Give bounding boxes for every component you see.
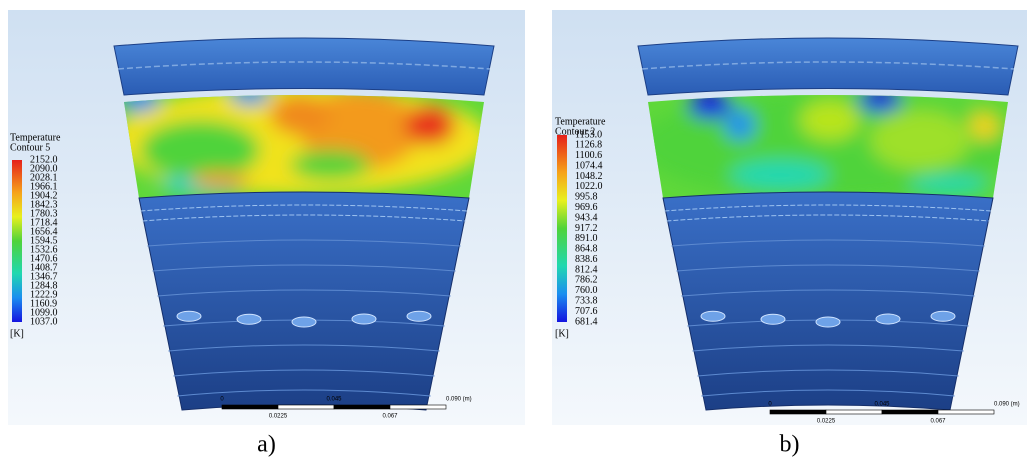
scale-label: 0.067	[930, 419, 946, 425]
hot-spot	[140, 120, 260, 180]
dilution-hole	[407, 311, 431, 321]
legend-value: 1126.8	[575, 140, 602, 151]
contour	[628, 80, 1028, 210]
legend-value: 786.2	[575, 275, 598, 286]
scale-segment	[882, 410, 938, 414]
dilution-hole	[816, 317, 840, 327]
legend-value: 838.6	[575, 254, 598, 265]
scale-label: 0.067	[382, 414, 398, 420]
legend-value: 1153.0	[575, 129, 602, 140]
dilution-hole	[237, 314, 261, 324]
legend-value: 1074.4	[575, 160, 603, 171]
hot-spot	[910, 175, 990, 195]
legend-value: 1100.6	[575, 150, 602, 161]
scale-segment	[826, 410, 882, 414]
legend-value: 995.8	[575, 192, 598, 203]
hot-spot	[725, 110, 755, 140]
scale-segment	[770, 410, 826, 414]
legend-value: 969.6	[575, 202, 598, 213]
dilution-hole	[876, 314, 900, 324]
scale-label: 0.0225	[269, 414, 288, 420]
scale-label: 0.0225	[817, 419, 836, 425]
scale-label: 0.090 (m)	[994, 402, 1020, 408]
hot-spot	[870, 110, 970, 170]
legend-value: 707.6	[575, 306, 598, 317]
hot-spot	[270, 95, 330, 135]
legend-value: 943.4	[575, 212, 598, 223]
scale-segment	[938, 410, 994, 414]
scale-label: 0.045	[874, 402, 890, 408]
legend-title: Contour 5	[10, 142, 50, 153]
legend-value: 1037.0	[30, 316, 58, 327]
legend-value: 864.8	[575, 244, 598, 255]
scale-segment	[278, 405, 334, 409]
hot-spot	[730, 160, 830, 190]
dilution-hole	[701, 311, 725, 321]
outer-casing	[638, 38, 1018, 95]
legend-value: 812.4	[575, 264, 598, 275]
dilution-hole	[352, 314, 376, 324]
caption: b)	[780, 432, 800, 458]
dilution-hole	[931, 311, 955, 321]
color-bar	[12, 160, 22, 322]
hot-spot	[800, 100, 860, 140]
legend-value: 891.0	[575, 233, 598, 244]
contour-blobs	[110, 85, 490, 195]
figure: TemperatureContour 52152.02090.02028.119…	[0, 0, 1035, 464]
dilution-hole	[761, 314, 785, 324]
hot-spot	[405, 105, 455, 145]
scale-label: 0.090 (m)	[446, 397, 472, 403]
contour	[104, 80, 504, 210]
legend-value: 917.2	[575, 223, 598, 234]
liner	[663, 192, 993, 410]
scale-segment	[390, 405, 446, 409]
scale-segment	[222, 405, 278, 409]
legend-value: 1022.0	[575, 181, 603, 192]
hot-spot	[290, 150, 370, 180]
scale-segment	[334, 405, 390, 409]
caption: a)	[257, 432, 276, 458]
legend-unit: [K]	[555, 328, 569, 339]
scale-label: 0.045	[326, 397, 342, 403]
legend-value: 733.8	[575, 296, 598, 307]
hot-spot	[970, 110, 1000, 140]
dilution-hole	[292, 317, 316, 327]
liner	[139, 192, 469, 410]
color-bar	[557, 135, 567, 322]
legend-unit: [K]	[10, 328, 24, 339]
legend-value: 760.0	[575, 285, 598, 296]
dilution-hole	[177, 311, 201, 321]
outer-casing	[114, 38, 494, 95]
legend-value: 681.4	[575, 316, 598, 327]
hot-spot	[190, 172, 250, 188]
legend-value: 1048.2	[575, 171, 603, 182]
